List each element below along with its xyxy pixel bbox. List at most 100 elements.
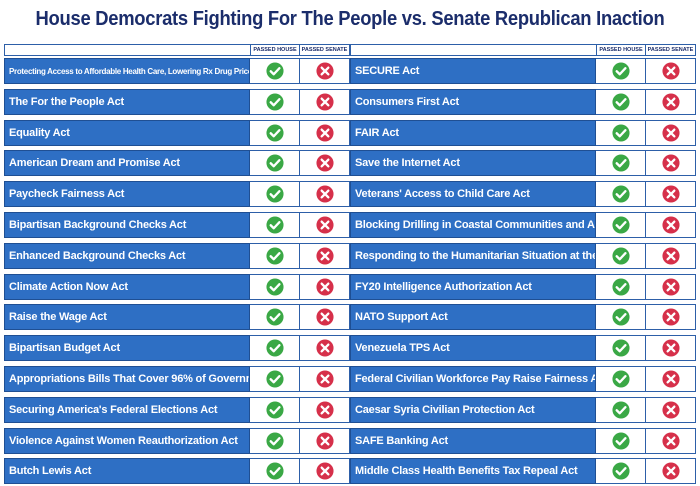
- passed-house-cell: [596, 427, 646, 454]
- passed-house-cell: [250, 427, 300, 454]
- check-circle-icon: [265, 370, 284, 388]
- check-circle-icon: [611, 401, 630, 419]
- check-circle-icon: [611, 154, 630, 172]
- bill-name: Middle Class Health Benefits Tax Repeal …: [350, 458, 596, 485]
- passed-senate-cell: [300, 119, 350, 146]
- passed-senate-cell: [300, 427, 350, 454]
- table-row: Equality Act: [4, 119, 350, 146]
- check-circle-icon: [265, 185, 284, 203]
- passed-senate-cell: [646, 181, 696, 208]
- x-circle-icon: [315, 93, 334, 111]
- header-passed-house: PASSED HOUSE: [596, 44, 646, 56]
- passed-senate-cell: [646, 58, 696, 84]
- check-circle-icon: [611, 278, 630, 296]
- passed-senate-cell: [300, 58, 350, 84]
- x-circle-icon: [315, 432, 334, 450]
- header-passed-senate: PASSED SENATE: [300, 44, 350, 56]
- x-circle-icon: [315, 308, 334, 326]
- passed-house-cell: [596, 273, 646, 300]
- passed-house-cell: [250, 212, 300, 238]
- table-row: Enhanced Background Checks Act: [4, 242, 350, 269]
- x-circle-icon: [315, 216, 334, 234]
- x-circle-icon: [661, 247, 680, 265]
- passed-house-cell: [250, 150, 300, 177]
- bill-name: Violence Against Women Reauthorization A…: [4, 427, 250, 454]
- passed-house-cell: [250, 58, 300, 84]
- table-row: Venezuela TPS Act: [350, 335, 696, 362]
- table-row: Caesar Syria Civilian Protection Act: [350, 396, 696, 423]
- bill-name: Protecting Access to Affordable Health C…: [4, 58, 250, 84]
- bill-name: The For the People Act: [4, 88, 250, 115]
- passed-house-cell: [250, 366, 300, 392]
- x-circle-icon: [661, 339, 680, 357]
- passed-senate-cell: [646, 150, 696, 177]
- passed-senate-cell: [646, 427, 696, 454]
- bill-name: Appropriations Bills That Cover 96% of G…: [4, 366, 250, 392]
- header-passed-house: PASSED HOUSE: [250, 44, 300, 56]
- check-circle-icon: [611, 124, 630, 142]
- table-row: SECURE Act: [350, 58, 696, 84]
- passed-house-cell: [250, 273, 300, 300]
- check-circle-icon: [265, 247, 284, 265]
- check-circle-icon: [265, 154, 284, 172]
- check-circle-icon: [265, 62, 284, 80]
- x-circle-icon: [661, 432, 680, 450]
- x-circle-icon: [661, 185, 680, 203]
- x-circle-icon: [661, 93, 680, 111]
- bill-name: NATO Support Act: [350, 304, 596, 331]
- passed-house-cell: [596, 88, 646, 115]
- x-circle-icon: [661, 154, 680, 172]
- passed-house-cell: [596, 396, 646, 423]
- passed-senate-cell: [646, 212, 696, 238]
- x-circle-icon: [661, 401, 680, 419]
- x-circle-icon: [315, 154, 334, 172]
- table-row: FY20 Intelligence Authorization Act: [350, 273, 696, 300]
- check-circle-icon: [265, 339, 284, 357]
- passed-house-cell: [250, 119, 300, 146]
- check-circle-icon: [611, 339, 630, 357]
- x-circle-icon: [661, 462, 680, 480]
- check-circle-icon: [611, 308, 630, 326]
- check-circle-icon: [265, 278, 284, 296]
- x-circle-icon: [661, 370, 680, 388]
- passed-senate-cell: [300, 335, 350, 362]
- check-circle-icon: [265, 462, 284, 480]
- bill-name: Raise the Wage Act: [4, 304, 250, 331]
- check-circle-icon: [611, 432, 630, 450]
- table-row: Butch Lewis Act: [4, 458, 350, 485]
- bill-name: SAFE Banking Act: [350, 427, 596, 454]
- passed-senate-cell: [646, 335, 696, 362]
- table-row: Raise the Wage Act: [4, 304, 350, 331]
- passed-house-cell: [250, 304, 300, 331]
- passed-house-cell: [596, 150, 646, 177]
- passed-senate-cell: [300, 150, 350, 177]
- passed-senate-cell: [646, 119, 696, 146]
- passed-senate-cell: [646, 273, 696, 300]
- passed-senate-cell: [646, 458, 696, 485]
- bill-name: Bipartisan Background Checks Act: [4, 212, 250, 238]
- x-circle-icon: [315, 124, 334, 142]
- passed-senate-cell: [300, 304, 350, 331]
- bill-name: Enhanced Background Checks Act: [4, 242, 250, 269]
- passed-senate-cell: [646, 304, 696, 331]
- check-circle-icon: [265, 308, 284, 326]
- right-table: PASSED HOUSE PASSED SENATE SECURE Act Con…: [350, 44, 696, 485]
- passed-house-cell: [596, 335, 646, 362]
- table-row: Violence Against Women Reauthorization A…: [4, 427, 350, 454]
- bill-name: Federal Civilian Workforce Pay Raise Fai…: [350, 366, 596, 392]
- check-circle-icon: [611, 62, 630, 80]
- bill-name: Blocking Drilling in Coastal Communities…: [350, 212, 596, 238]
- x-circle-icon: [661, 124, 680, 142]
- bill-name: Climate Action Now Act: [4, 273, 250, 300]
- table-row: Blocking Drilling in Coastal Communities…: [350, 212, 696, 238]
- table-row: Bipartisan Background Checks Act: [4, 212, 350, 238]
- passed-senate-cell: [300, 273, 350, 300]
- header-name-column: [4, 44, 250, 56]
- x-circle-icon: [661, 62, 680, 80]
- table-row: Protecting Access to Affordable Health C…: [4, 58, 350, 84]
- passed-senate-cell: [646, 242, 696, 269]
- table-row: Federal Civilian Workforce Pay Raise Fai…: [350, 366, 696, 392]
- x-circle-icon: [315, 462, 334, 480]
- passed-house-cell: [250, 242, 300, 269]
- table-header: PASSED HOUSE PASSED SENATE: [4, 44, 350, 56]
